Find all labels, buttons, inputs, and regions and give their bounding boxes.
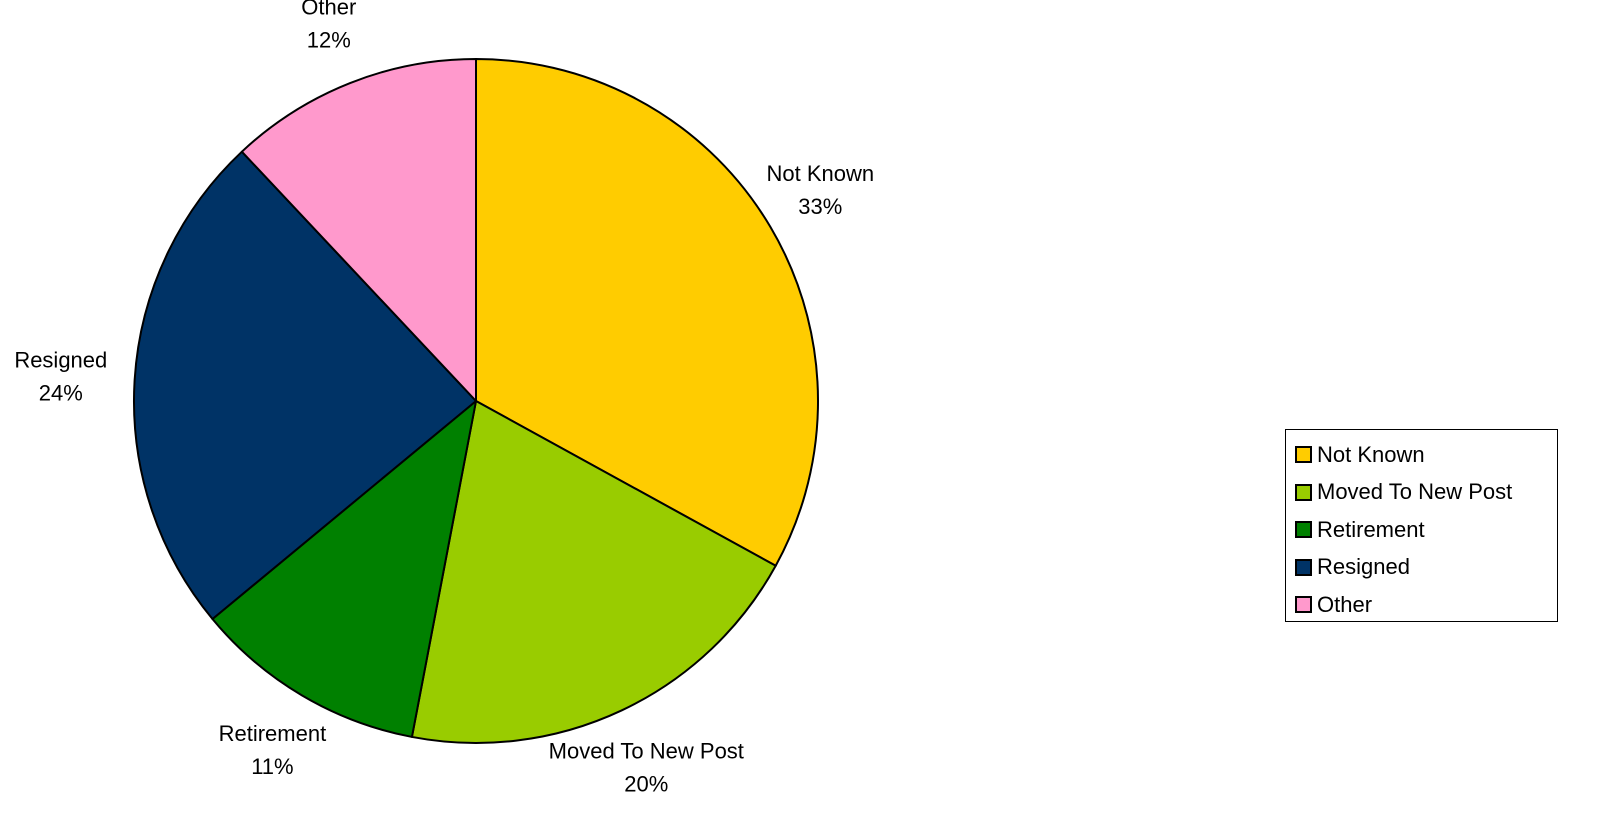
slice-percent-label: 24% [39,380,83,405]
slice-category-label: Retirement [219,721,327,746]
slice-percent-label: 20% [624,771,668,796]
legend-swatch-moved-to-new-post [1295,483,1312,501]
legend-label-resigned: Resigned [1317,554,1410,580]
pie-slices [133,58,819,744]
slice-percent-label: 12% [307,28,351,53]
slice-label-not-known: Not Known 33% [766,161,874,219]
legend-label-moved-to-new-post: Moved To New Post [1317,479,1513,505]
legend-label-not-known: Not Known [1317,441,1425,467]
slice-percent-label: 11% [251,754,293,779]
legend-item-resigned: Resigned [1295,549,1557,587]
legend-label-other: Other [1317,591,1373,617]
slice-category-label: Resigned [14,347,107,372]
slice-percent-label: 33% [798,194,842,219]
slice-label-other: Other 12% [301,0,356,53]
pie-slice-not-known [475,58,819,567]
legend-item-other: Other [1295,586,1557,624]
legend-item-not-known: Not Known [1295,436,1557,474]
pie-slice-other [240,58,477,402]
slice-category-label: Other [301,0,356,20]
legend-swatch-resigned [1295,558,1312,576]
slice-category-label: Moved To New Post [549,738,744,763]
legend: Not Known Moved To New Post Retirement R… [1285,429,1558,622]
legend-label-retirement: Retirement [1317,516,1425,542]
legend-swatch-retirement [1295,521,1312,539]
slice-category-label: Not Known [766,161,874,186]
slice-label-moved-to-new-post: Moved To New Post 20% [549,738,744,796]
pie-labels: Not Known 33% Moved To New Post 20% Retireme… [14,0,874,796]
legend-swatch-other [1295,596,1312,614]
slice-label-retirement: Retirement 11% [219,721,327,779]
legend-swatch-not-known [1295,446,1312,464]
pie-slice-retirement [211,400,477,738]
legend-item-retirement: Retirement [1295,511,1557,549]
pie-slice-moved-to-new-post [410,400,777,744]
pie-slice-resigned [133,150,477,620]
slice-label-resigned: Resigned 24% [14,347,107,405]
legend-item-moved-to-new-post: Moved To New Post [1295,474,1557,512]
